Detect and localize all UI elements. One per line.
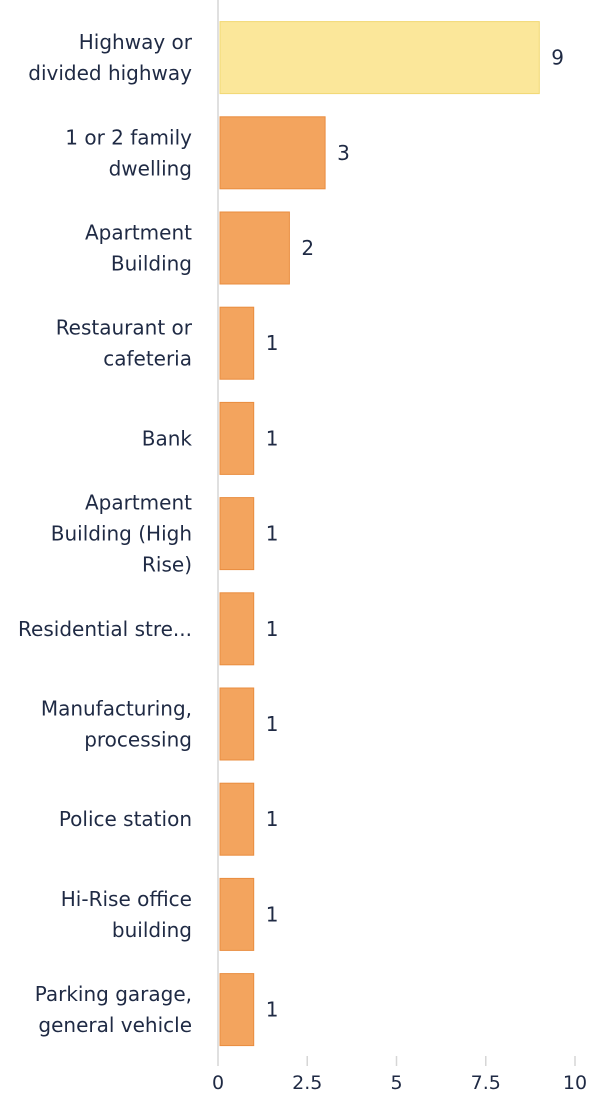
value-label: 1 [266, 426, 279, 450]
category-label: cafeteria [103, 347, 192, 371]
category-label: Apartment [85, 491, 192, 515]
category-label: Residential stre... [18, 617, 192, 641]
x-tick-label: 7.5 [471, 1072, 501, 1094]
value-label: 1 [266, 998, 279, 1022]
x-tick-label: 2.5 [292, 1072, 322, 1094]
category-label: Manufacturing, [41, 697, 192, 721]
category-label: Bank [142, 426, 193, 450]
category-label: processing [84, 728, 192, 752]
x-tick-label: 5 [390, 1072, 402, 1094]
category-label: 1 or 2 family [65, 125, 192, 149]
bar [219, 401, 255, 475]
bar [219, 21, 540, 95]
category-label: Apartment [85, 221, 192, 245]
bar [219, 877, 255, 951]
value-label: 1 [266, 712, 279, 736]
bar [219, 782, 255, 856]
category-label: building [112, 918, 192, 942]
category-label: Restaurant or [56, 316, 193, 340]
bar [219, 687, 255, 761]
value-label: 1 [266, 331, 279, 355]
category-label: Parking garage, [35, 982, 192, 1006]
category-label: Building [111, 252, 192, 276]
bar [219, 306, 255, 380]
value-label: 9 [551, 46, 564, 70]
category-label: divided highway [28, 61, 192, 85]
value-label: 1 [266, 522, 279, 546]
bar [219, 497, 255, 571]
value-label: 3 [337, 141, 350, 165]
value-label: 1 [266, 807, 279, 831]
category-label: Hi-Rise office [61, 887, 192, 911]
category-label: Rise) [142, 553, 192, 577]
bar [219, 211, 290, 285]
x-tick-label: 10 [563, 1072, 587, 1094]
category-label: Highway or [79, 30, 193, 54]
category-label: Police station [59, 807, 192, 831]
category-label: dwelling [109, 156, 192, 180]
value-label: 1 [266, 617, 279, 641]
category-label: general vehicle [38, 1013, 192, 1037]
value-label: 1 [266, 902, 279, 926]
bar [219, 592, 255, 666]
x-tick-label: 0 [212, 1072, 224, 1094]
category-label: Building (High [51, 522, 192, 546]
bar [219, 973, 255, 1047]
bar [219, 116, 326, 190]
value-label: 2 [301, 236, 314, 260]
